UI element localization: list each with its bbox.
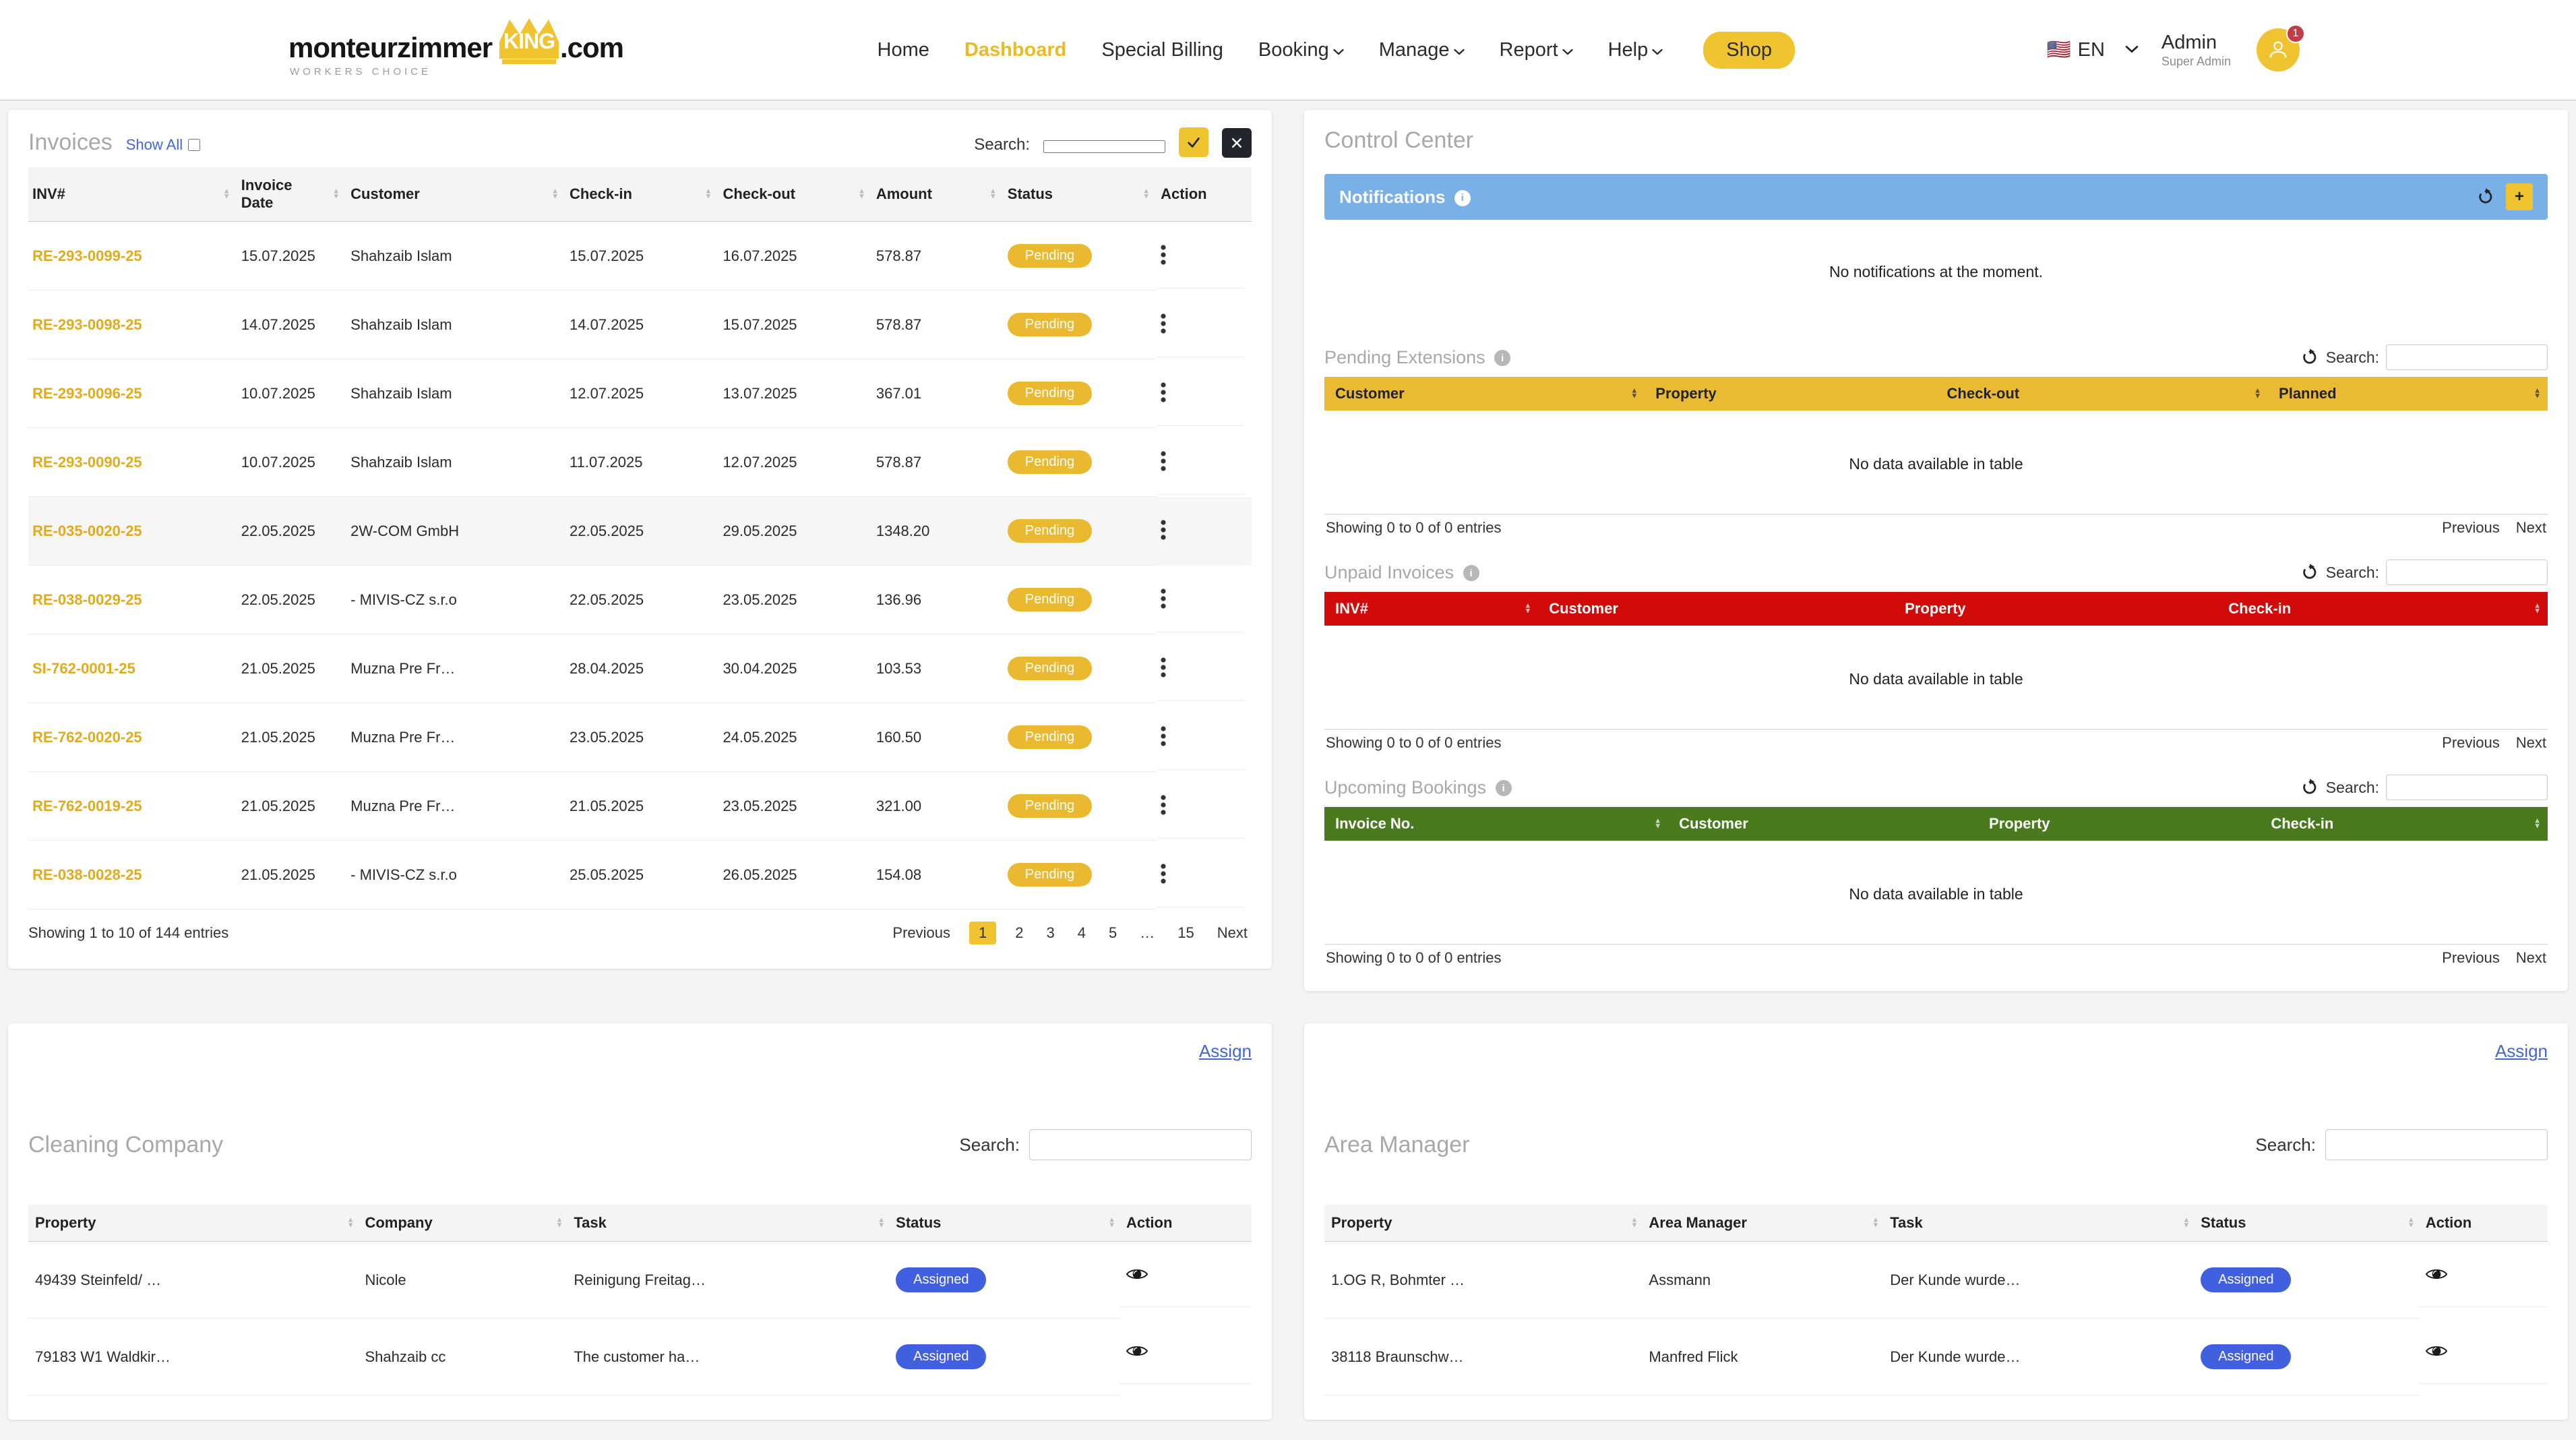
svg-text:monteurzimmer: monteurzimmer [288, 32, 493, 63]
svg-text:WORKERS CHOICE: WORKERS CHOICE [290, 66, 431, 78]
svg-text:KING: KING [503, 29, 555, 53]
svg-text:.com: .com [560, 32, 623, 63]
